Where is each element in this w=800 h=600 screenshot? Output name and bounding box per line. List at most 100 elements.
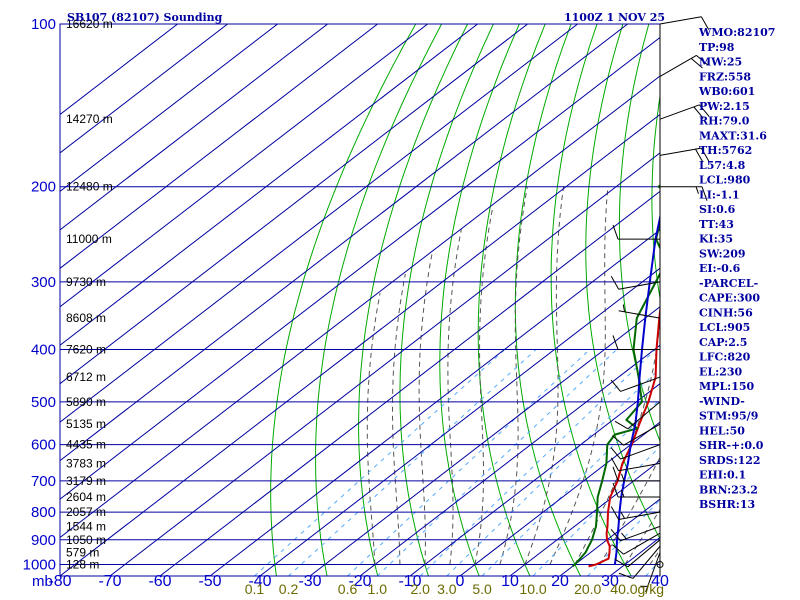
index-line: L57:4.8 [699,159,746,172]
barb-feather [612,466,619,481]
chart-title: SB107 (82107) Sounding [67,11,223,24]
height-label: 3783 m [66,456,106,470]
adiabat-lines [60,24,660,576]
barb-staff [623,532,661,555]
barb-half-feather [621,489,625,498]
index-line: -WIND- [699,395,745,408]
pressure-unit-label: mb [32,573,53,590]
temperature-tick-label: -60 [148,573,171,590]
height-label: 5890 m [66,395,106,409]
temperature-tick-label: -80 [48,573,71,590]
isotherm-line [60,24,428,308]
moist-adiabat [447,229,462,565]
isotherm-line [60,113,660,576]
wind-barb [659,16,710,30]
mixing-ratio-label: 2.0 [410,581,430,597]
isotherm-line [209,229,660,576]
barb-staff [620,525,661,542]
dry-adiabat [550,24,632,576]
barb-feather [612,335,619,350]
isotherm-line [559,498,660,576]
mixing-ratio-label: 5.0 [472,581,492,597]
wind-barb [612,224,660,240]
barb-feather [695,148,704,163]
barb-feather [693,106,704,119]
index-line: SI:0.6 [699,203,736,216]
barb-staff [620,444,661,460]
mixing-ratio-line [347,349,591,576]
isotherm-line [459,421,660,576]
barb-feather [700,147,710,162]
observation-time: 1100Z 1 NOV 25 [564,11,665,24]
height-label: 7620 m [66,342,106,356]
barb-feather [612,482,619,498]
mixing-ratio-line [419,349,657,576]
mixing-ratio-line [376,349,618,576]
moist-adiabat [418,252,433,565]
dry-adiabat [514,24,582,576]
wind-barb [610,525,661,542]
dry-adiabat [270,24,417,576]
pressure-label: 700 [31,473,56,490]
temperature-tick-label: -20 [348,573,371,590]
mixing-ratio-line [481,398,660,576]
index-line: FRZ:558 [699,70,751,83]
isotherm-line [60,24,278,193]
dry-adiabat [618,24,660,443]
pressure-label: 900 [31,532,56,549]
index-line: EI:-0.6 [699,262,741,275]
wind-barb [659,147,710,163]
moist-adiabat [599,456,660,565]
index-line: STM:95/9 [699,410,758,423]
height-label: 3179 m [66,474,106,488]
index-line: WMO:82107 [698,26,775,39]
barb-staff [620,376,661,392]
parcel-trace [613,213,660,565]
index-line: HEL:50 [699,424,745,437]
barb-half-feather [620,511,625,519]
barb-feather [614,420,629,430]
barb-feather [612,224,619,240]
temperature-tick-label: -40 [248,573,271,590]
index-line: EL:230 [699,365,742,378]
index-line: LFC:820 [699,351,751,364]
pressure-label: 500 [31,394,56,411]
index-line: LCL:980 [699,174,751,187]
height-label: 1050 m [66,533,106,547]
barb-staff [618,310,661,319]
dry-adiabat [477,24,546,576]
index-line: SRDS:122 [699,454,761,467]
isotherm-line [159,190,660,576]
index-line: RH:79.0 [699,115,750,128]
dry-adiabat [315,24,443,576]
isotherm-line [509,459,660,576]
height-label: 9730 m [66,275,106,289]
height-label: 6712 m [66,370,106,384]
temperature-tick-label: -70 [98,573,121,590]
pressure-label: 100 [31,16,56,33]
isotherm-line [60,24,478,346]
mixing-ratio-line [446,367,660,576]
mixing-ratio-label: 10.0 [519,581,546,597]
isotherm-line [109,152,660,576]
index-line: KI:35 [699,233,733,246]
height-label: 2057 m [66,505,106,519]
height-label: 579 m [66,546,99,560]
pressure-label: 1000 [23,557,56,574]
wind-barb [610,276,661,290]
wind-barb [618,304,661,319]
mixing-ratio-label: 0.6 [338,581,358,597]
wind-barb [614,401,661,430]
moist-adiabat [474,209,493,565]
barb-feather [610,528,621,542]
isotherm-line [409,383,660,576]
index-line: LI:-1.1 [699,188,740,201]
index-line: SW:209 [699,247,746,260]
isotherm-line [60,24,328,231]
calm-wind-marker [656,561,664,569]
isotherm-line [359,344,660,576]
mixing-ratio-label: 40.0g/kg [610,581,664,597]
wind-barb [611,423,661,446]
barb-feather [610,379,621,392]
